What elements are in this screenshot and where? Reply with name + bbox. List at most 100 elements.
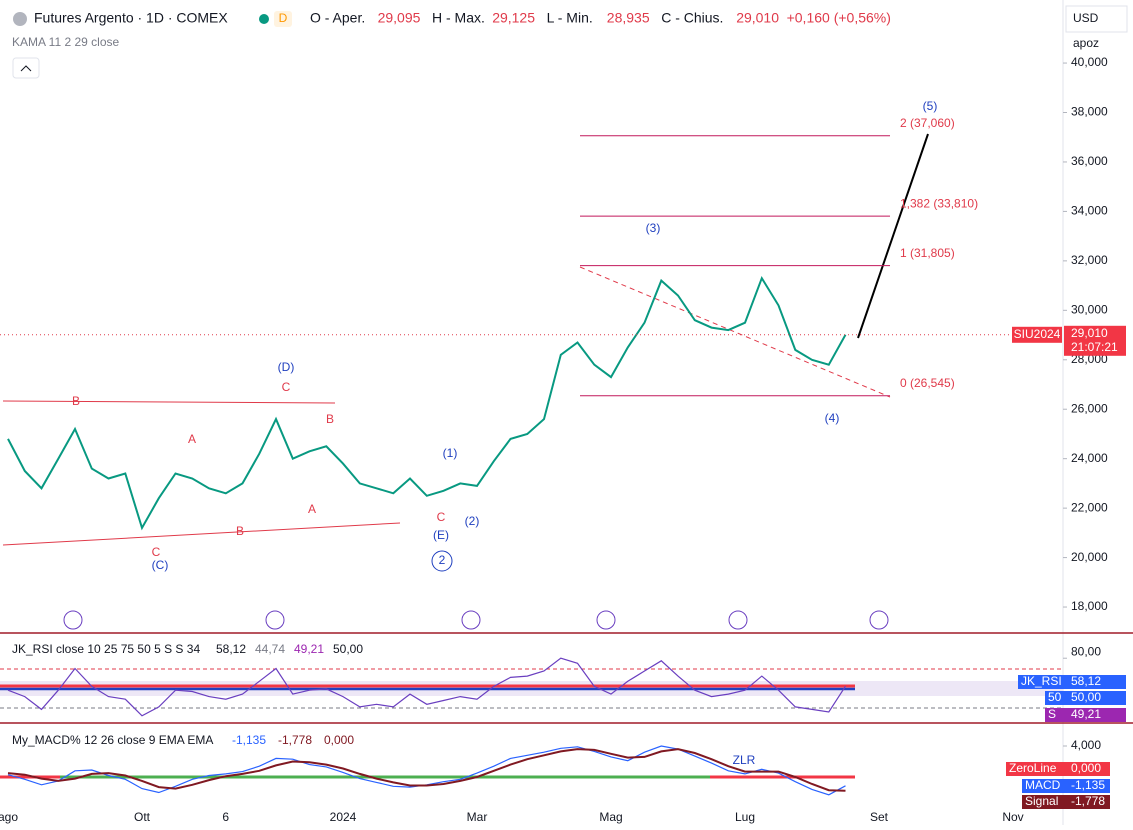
macd-readout: -1,778 (278, 733, 312, 747)
trend-line (579, 266, 891, 398)
wave-label: C (152, 545, 161, 559)
wave-label: (2) (465, 514, 480, 528)
badge-name: 50 (1048, 690, 1062, 704)
wave-label: 2 (439, 553, 446, 567)
macd-readout: 0,000 (324, 733, 354, 747)
fib-label: 1,382 (33,810) (900, 196, 978, 210)
wave-label: (4) (825, 411, 840, 425)
x-tick-label: 6 (222, 810, 229, 824)
badge-value: 50,00 (1071, 690, 1101, 704)
badge-bg (1018, 675, 1126, 689)
wave-label: B (236, 524, 244, 538)
wave-label: C (282, 380, 291, 394)
x-tick-label: Set (870, 810, 889, 824)
rsi-readout: 49,21 (294, 642, 324, 656)
chevron (20, 65, 32, 72)
wave-label: (3) (646, 221, 661, 235)
fib-label: 1 (31,805) (900, 246, 955, 260)
badge-value: 58,12 (1071, 674, 1101, 688)
status-dot (259, 14, 269, 24)
market-badge: D (279, 11, 288, 25)
ohlc-value: 29,010 (736, 10, 779, 26)
indicator-label: KAMA 11 2 29 close (12, 35, 120, 49)
y-tick-label: 36,000 (1071, 154, 1108, 168)
wave-circle (431, 550, 453, 572)
wave-label: B (326, 412, 334, 426)
macd-annotation: ZLR (733, 753, 756, 767)
x-tick-label: Mar (467, 810, 488, 824)
wave-label: (D) (278, 360, 295, 374)
x-tick-label: Ott (134, 810, 151, 824)
wave-label: B (72, 394, 80, 408)
badge-bg (1045, 691, 1126, 705)
macd-line (7, 748, 846, 792)
macd-line (7, 745, 846, 796)
macd-readout: -1,135 (232, 733, 266, 747)
fib-label: 2 (37,060) (900, 116, 955, 130)
y-tick-label: 20,000 (1071, 550, 1108, 564)
y-tick-label: 18,000 (1071, 599, 1108, 613)
trend-line (2, 400, 336, 404)
title: Futures Argento · 1D · COMEX (34, 10, 228, 26)
rsi-line (7, 657, 847, 717)
wave-label: (5) (923, 99, 938, 113)
price-badge-bg (1064, 325, 1126, 356)
rsi-readout: 50,00 (333, 642, 363, 656)
badge-bg (1045, 708, 1126, 722)
currency-box[interactable] (1065, 5, 1128, 33)
rsi-title: JK_RSI close 10 25 75 50 5 S S 34 (12, 642, 200, 656)
market-badge-bg (274, 11, 292, 27)
badge-value: -1,135 (1071, 778, 1105, 792)
x-tick-label: 2024 (330, 810, 357, 824)
ohlc-label: O - Aper. (310, 10, 365, 26)
rsi-readout: 44,74 (255, 642, 285, 656)
countdown: 21:07:21 (1071, 340, 1118, 354)
badge-value: 0,000 (1071, 761, 1101, 775)
wave-label: A (308, 502, 316, 516)
badge-name: S (1048, 707, 1056, 721)
ohlc-label: C - Chius. (661, 10, 723, 26)
macd-title: My_MACD% 12 26 close 9 EMA EMA (12, 733, 213, 747)
ohlc-value: 29,095 (378, 10, 421, 26)
rsi-readout: 58,12 (216, 642, 246, 656)
badge-value: -1,778 (1071, 794, 1105, 808)
x-tick-label: Mag (599, 810, 622, 824)
price-line (7, 275, 847, 531)
collapse-button[interactable] (12, 57, 40, 79)
badge-name: Signal (1025, 794, 1058, 808)
badge-bg (1022, 795, 1110, 809)
trend-line (2, 522, 401, 546)
ohlc: O - Aper. 29,095 H - Max. 29,125 L - Min. 28,… (310, 10, 891, 26)
y-tick-label: 4,000 (1071, 738, 1101, 752)
ohlc-value: 29,125 (492, 10, 535, 26)
badge-bg (1006, 762, 1110, 776)
logo (13, 12, 27, 26)
y-tick-label: 34,000 (1071, 204, 1108, 218)
y-tick-label: 24,000 (1071, 451, 1108, 465)
x-tick-label: Lug (735, 810, 755, 824)
symbol-badge: SIU2024 (1014, 327, 1061, 341)
change: +0,160 (+0,56%) (787, 10, 891, 26)
ohlc-label: L - Min. (547, 10, 593, 26)
projection-line (857, 133, 929, 339)
ohlc-label: H - Max. (432, 10, 485, 26)
y-tick-label: 30,000 (1071, 302, 1108, 316)
ohlc-value: 28,935 (607, 10, 650, 26)
badge-name: ZeroLine (1009, 761, 1057, 775)
y-tick-label: 40,000 (1071, 55, 1108, 69)
badge-bg (1022, 779, 1110, 793)
y-tick-label: 26,000 (1071, 401, 1108, 415)
y-tick-label: 32,000 (1071, 253, 1108, 267)
badge-value: 49,21 (1071, 707, 1101, 721)
scale-mode: apoz (1073, 36, 1099, 50)
y-tick-label: 80,00 (1071, 644, 1101, 658)
badge-name: JK_RSI (1021, 674, 1062, 688)
wave-label: A (188, 432, 196, 446)
symbol-badge-bg (1012, 326, 1062, 343)
currency: USD (1073, 11, 1099, 25)
price-badge: 29,010 (1071, 326, 1108, 340)
wave-label: (C) (152, 558, 169, 572)
wave-label: (E) (433, 528, 449, 542)
